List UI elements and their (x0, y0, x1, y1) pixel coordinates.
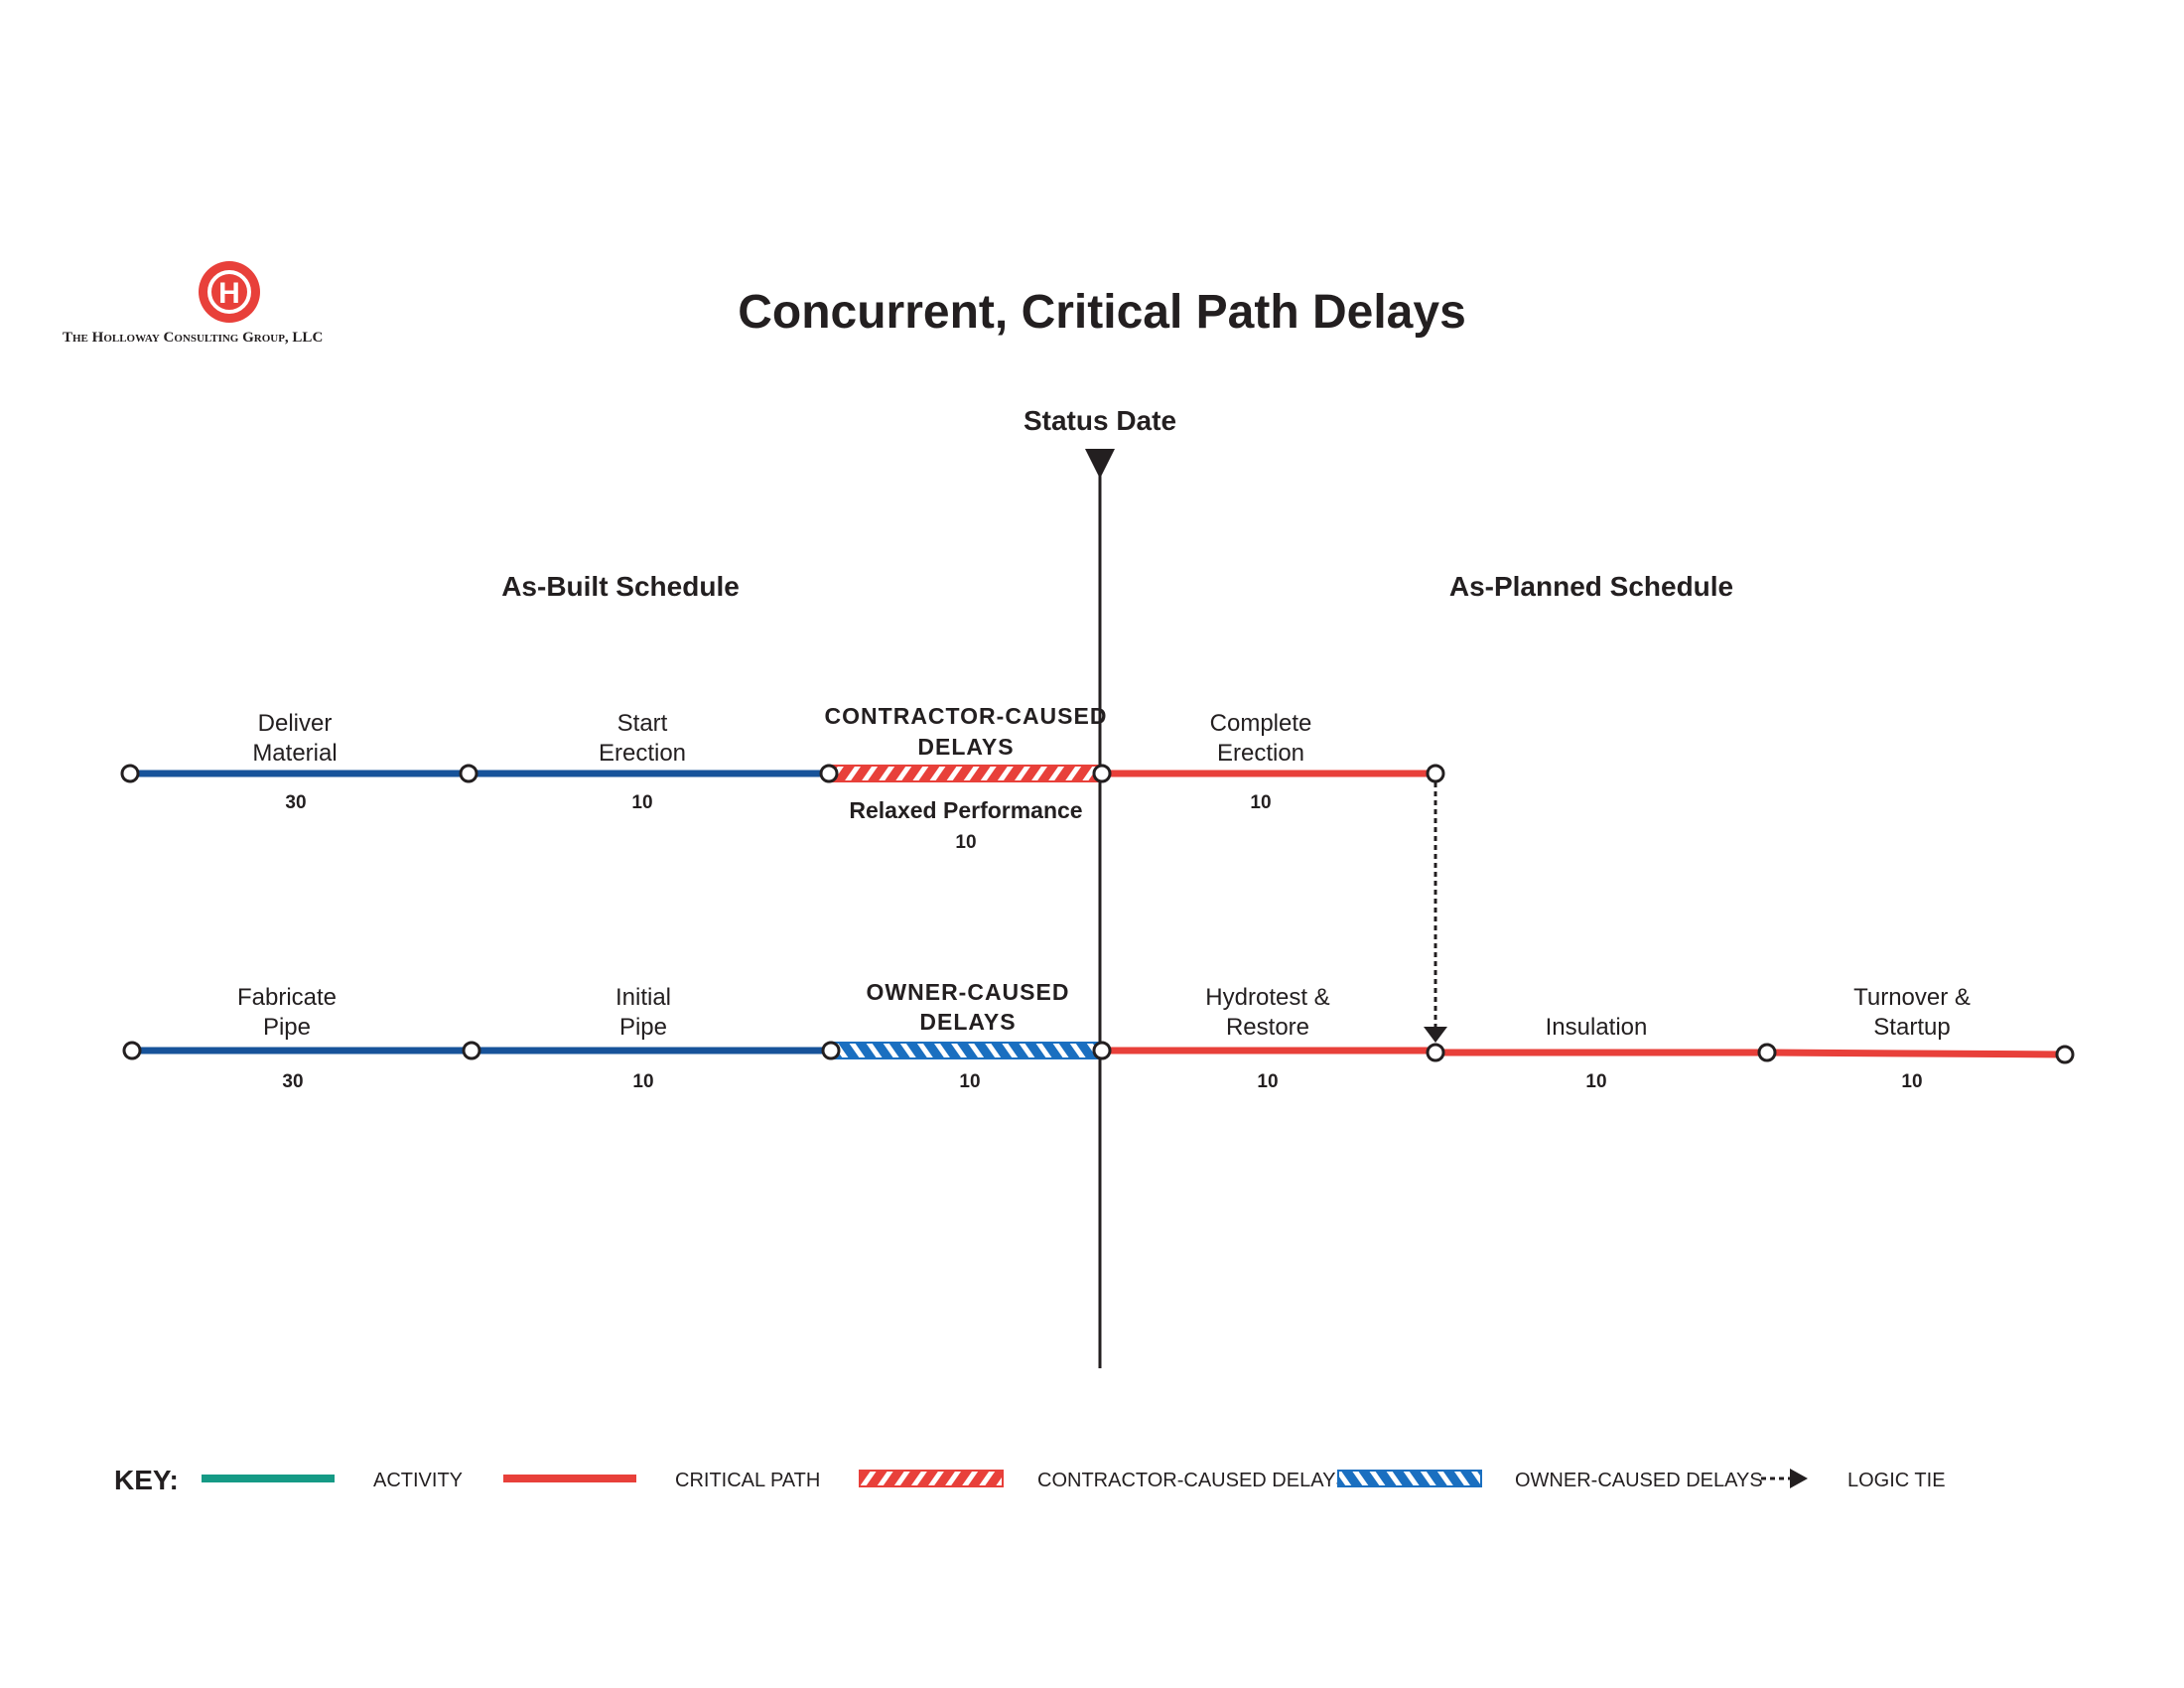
node (821, 1041, 841, 1060)
start-erection-duration: 10 (631, 792, 652, 813)
as-planned-heading: As-Planned Schedule (1449, 571, 1733, 602)
status-date-label: Status Date (1024, 405, 1176, 436)
fabricate-pipe-label-2: Pipe (263, 1014, 311, 1041)
insulation-label: Insulation (1546, 1014, 1648, 1041)
node (1092, 1041, 1112, 1060)
complete-erection-label-1: Complete (1210, 710, 1312, 737)
legend-logic-tie-swatch (1761, 1469, 1808, 1488)
initial-pipe-label-1: Initial (615, 984, 671, 1011)
company-logo: H (199, 261, 260, 323)
node (1757, 1043, 1777, 1062)
contractor-delays-duration: 10 (955, 832, 976, 853)
node (120, 764, 140, 783)
row-erection: Deliver Material 30 Start Erection 10 CO… (120, 703, 1445, 853)
node (1426, 1043, 1445, 1062)
page-title: Concurrent, Critical Path Delays (738, 286, 1466, 339)
row-piping: Fabricate Pipe 30 Initial Pipe 10 OWNER-… (122, 979, 2075, 1092)
node (459, 764, 478, 783)
complete-erection-label-2: Erection (1217, 740, 1304, 767)
hydrotest-duration: 10 (1257, 1071, 1278, 1092)
node (1092, 764, 1112, 783)
hydrotest-label-2: Restore (1226, 1014, 1309, 1041)
legend-logic-tie-label: LOGIC TIE (1847, 1470, 1946, 1491)
relaxed-performance-label: Relaxed Performance (849, 797, 1082, 823)
legend-contractor-delays-swatch (859, 1470, 1004, 1487)
deliver-material-label-1: Deliver (258, 710, 333, 737)
critical-bar-turnover (1766, 1049, 2066, 1058)
owner-delays-duration: 10 (959, 1071, 980, 1092)
turnover-label-2: Startup (1873, 1014, 1950, 1041)
hydrotest-label-1: Hydrotest & (1205, 984, 1329, 1011)
contractor-delay-bar (828, 765, 1103, 782)
insulation-duration: 10 (1585, 1071, 1606, 1092)
contractor-delays-label-2: DELAYS (917, 734, 1014, 760)
turnover-label-1: Turnover & (1853, 984, 1971, 1011)
logo-letter: H (218, 277, 240, 310)
logo-inner-ring (207, 270, 251, 314)
owner-delays-label-2: DELAYS (919, 1009, 1016, 1035)
fabricate-pipe-label-1: Fabricate (237, 984, 337, 1011)
initial-pipe-label-2: Pipe (619, 1014, 667, 1041)
node (1426, 764, 1445, 783)
node (462, 1041, 481, 1060)
legend-contractor-delays-label: CONTRACTOR-CAUSED DELAYS (1037, 1470, 1349, 1491)
deliver-material-duration: 30 (285, 792, 306, 813)
initial-pipe-duration: 10 (632, 1071, 653, 1092)
legend-owner-delays-label: OWNER-CAUSED DELAYS (1515, 1470, 1763, 1491)
complete-erection-duration: 10 (1250, 792, 1271, 813)
logic-tie-arrow (1424, 782, 1447, 1043)
start-erection-label-1: Start (617, 710, 668, 737)
fabricate-pipe-duration: 30 (282, 1071, 303, 1092)
node (122, 1041, 142, 1060)
legend: KEY: ACTIVITY CRITICAL PATH CONTRACTOR-C… (114, 1465, 1946, 1495)
node (2055, 1045, 2075, 1064)
owner-delays-label-1: OWNER-CAUSED (867, 979, 1070, 1005)
start-erection-label-2: Erection (599, 740, 686, 767)
contractor-delays-label-1: CONTRACTOR-CAUSED (825, 703, 1108, 729)
legend-heading: KEY: (114, 1465, 179, 1495)
node (819, 764, 839, 783)
as-built-heading: As-Built Schedule (501, 571, 740, 602)
owner-delay-bar (830, 1042, 1103, 1059)
legend-activity-label: ACTIVITY (373, 1470, 463, 1491)
deliver-material-label-2: Material (252, 740, 337, 767)
company-name: The Holloway Consulting Group, LLC (63, 330, 323, 346)
turnover-duration: 10 (1901, 1071, 1922, 1092)
legend-owner-delays-swatch (1337, 1470, 1482, 1487)
legend-critical-path-label: CRITICAL PATH (675, 1470, 820, 1491)
